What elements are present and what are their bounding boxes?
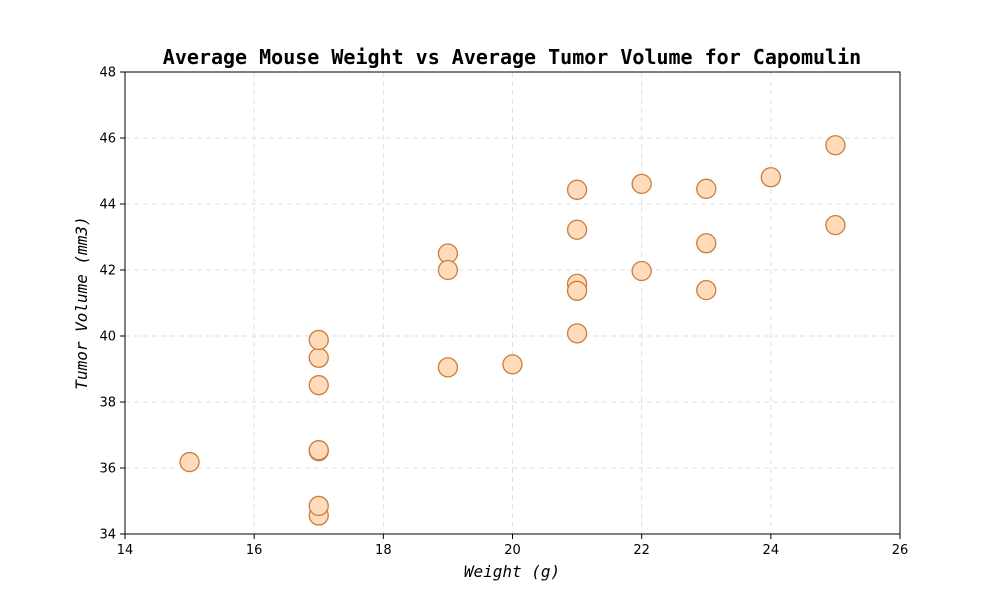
data-point [437,357,459,378]
x-tick-label: 18 [375,543,392,558]
data-point [696,279,717,301]
data-point [825,135,846,156]
data-point [760,167,781,188]
data-point [566,219,588,240]
x-tick-label: 16 [246,543,263,558]
x-axis-ticks: 14 16 18 20 22 24 26 [117,534,909,558]
data-point [502,354,523,375]
data-point [825,214,846,236]
data-point [179,451,200,473]
y-tick-label: 42 [99,264,116,279]
chart-title: Average Mouse Weight vs Average Tumor Vo… [163,45,861,69]
y-axis-ticks: 34 36 38 40 42 44 46 48 [99,66,125,543]
x-tick-label: 26 [892,543,909,558]
y-axis-label: Tumor Volume (mm3) [72,216,91,389]
x-tick-label: 22 [633,543,650,558]
y-tick-label: 38 [99,396,116,411]
data-point [308,440,329,461]
data-points [179,135,846,526]
data-point [631,173,652,195]
data-point [308,329,329,351]
data-point [308,347,329,368]
data-point [696,233,717,254]
data-point [566,280,588,301]
x-tick-label: 24 [763,543,780,558]
data-point [308,495,329,517]
data-point [566,179,588,200]
data-point [631,260,652,282]
x-axis-label: Weight (g) [464,562,560,581]
y-tick-label: 40 [99,330,116,345]
y-tick-label: 44 [99,198,116,213]
x-tick-label: 14 [117,543,134,558]
data-point [437,259,459,281]
data-point [308,375,329,396]
y-tick-label: 36 [99,462,116,477]
y-tick-label: 34 [99,528,116,543]
x-tick-label: 20 [504,543,521,558]
y-tick-label: 48 [99,66,116,81]
y-tick-label: 46 [99,132,116,147]
data-point [566,323,588,344]
data-point [696,178,717,199]
